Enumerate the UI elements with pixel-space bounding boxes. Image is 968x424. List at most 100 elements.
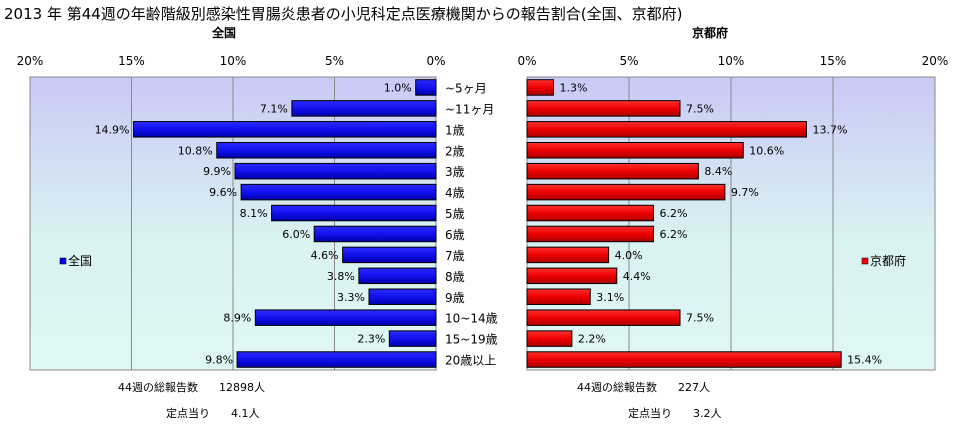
data-label-kyoto: 1.3% xyxy=(560,81,588,94)
data-label-national: 2.3% xyxy=(357,333,385,346)
bar-kyoto xyxy=(526,142,744,159)
category-label: 10~14歳 xyxy=(445,312,498,326)
bar-kyoto xyxy=(526,267,618,285)
category-label: 2歳 xyxy=(445,144,465,158)
footer-national-per-label: 定点当り xyxy=(166,407,210,420)
footer-kyoto-per: 定点当り 3.2人 xyxy=(628,405,722,421)
footer-kyoto-per-label: 定点当り xyxy=(628,407,672,420)
data-label-national: 3.3% xyxy=(337,291,365,304)
bar-kyoto xyxy=(526,79,555,96)
bar-kyoto xyxy=(526,204,654,222)
tick-label-national: 15% xyxy=(118,54,145,68)
category-label: 3歳 xyxy=(445,165,465,179)
tick-label-kyoto: 5% xyxy=(619,54,638,68)
chart-title: 2013 年 第44週の年齢階級別感染性胃腸炎患者の小児科定点医療機関からの報告… xyxy=(4,5,683,23)
data-label-kyoto: 4.4% xyxy=(623,270,651,283)
category-label: 1歳 xyxy=(445,123,465,137)
tick-label-national: 10% xyxy=(220,54,247,68)
data-label-national: 9.9% xyxy=(203,165,231,178)
tick-label-national: 0% xyxy=(426,54,445,68)
bar-national xyxy=(271,204,437,222)
bar-kyoto xyxy=(526,162,699,180)
bar-kyoto xyxy=(526,183,726,201)
category-label: ~11ヶ月 xyxy=(445,102,494,116)
bar-national xyxy=(313,225,437,243)
category-label: 9歳 xyxy=(445,291,465,305)
bar-kyoto xyxy=(526,351,842,368)
data-label-kyoto: 6.2% xyxy=(659,228,687,241)
bar-kyoto xyxy=(526,225,654,243)
tick-label-kyoto: 15% xyxy=(820,54,847,68)
legend-swatch-kyoto xyxy=(861,257,869,265)
bar-national xyxy=(388,330,437,347)
legend-label-national: 全国 xyxy=(68,253,92,268)
data-label-kyoto: 6.2% xyxy=(659,207,687,220)
bar-national xyxy=(291,100,437,117)
category-label: 20歳以上 xyxy=(445,354,496,368)
data-label-national: 7.1% xyxy=(260,102,288,115)
subtitle-national: 全国 xyxy=(212,26,237,40)
bar-national xyxy=(133,121,437,138)
category-label: 6歳 xyxy=(445,228,465,242)
data-label-kyoto: 9.7% xyxy=(731,186,759,199)
bar-national xyxy=(216,142,437,159)
data-label-national: 9.8% xyxy=(205,354,233,367)
bar-kyoto xyxy=(526,309,681,326)
data-label-kyoto: 4.0% xyxy=(615,249,643,262)
tick-label-kyoto: 0% xyxy=(517,54,536,68)
data-label-kyoto: 8.4% xyxy=(704,165,732,178)
data-label-kyoto: 13.7% xyxy=(812,123,847,136)
bar-kyoto xyxy=(526,330,573,347)
legend-swatch-national xyxy=(59,257,67,265)
subtitle-kyoto: 京都府 xyxy=(692,26,729,40)
bar-national xyxy=(368,288,437,305)
footer-kyoto-per-value: 3.2人 xyxy=(693,407,722,420)
data-label-national: 9.6% xyxy=(209,186,237,199)
bar-national xyxy=(254,309,437,326)
category-label: 4歳 xyxy=(445,186,465,200)
data-label-national: 10.8% xyxy=(178,144,213,157)
legend-label-kyoto: 京都府 xyxy=(870,253,906,268)
footer-national-total-label: 44週の総報告数 xyxy=(118,381,198,394)
data-label-national: 8.1% xyxy=(240,207,268,220)
footer-national-per: 定点当り 4.1人 xyxy=(166,405,260,421)
data-label-kyoto: 15.4% xyxy=(847,354,882,367)
tick-label-national: 5% xyxy=(325,54,344,68)
category-label: 7歳 xyxy=(445,249,465,263)
bar-national xyxy=(240,183,437,201)
data-label-kyoto: 10.6% xyxy=(749,144,784,157)
data-label-national: 6.0% xyxy=(282,228,310,241)
data-label-kyoto: 7.5% xyxy=(686,102,714,115)
tick-label-kyoto: 10% xyxy=(718,54,745,68)
data-label-national: 14.9% xyxy=(95,123,130,136)
footer-kyoto-total-label: 44週の総報告数 xyxy=(577,381,657,394)
footer-national-total: 44週の総報告数 12898人 xyxy=(118,379,265,395)
footer-national-total-value: 12898人 xyxy=(219,381,265,394)
tick-label-national: 20% xyxy=(17,54,44,68)
data-label-national: 4.6% xyxy=(311,249,339,262)
bar-national xyxy=(342,246,437,264)
bar-national xyxy=(415,79,437,96)
bar-kyoto xyxy=(526,288,591,305)
footer-kyoto-total-value: 227人 xyxy=(678,381,710,394)
bar-kyoto xyxy=(526,121,807,138)
bar-national xyxy=(234,162,437,180)
footer-national-per-value: 4.1人 xyxy=(231,407,260,420)
footer-kyoto-total: 44週の総報告数 227人 xyxy=(577,379,710,395)
data-label-national: 3.8% xyxy=(327,270,355,283)
category-label: 8歳 xyxy=(445,270,465,284)
data-label-kyoto: 7.5% xyxy=(686,312,714,325)
bar-kyoto xyxy=(526,100,681,117)
data-label-kyoto: 3.1% xyxy=(596,291,624,304)
data-label-kyoto: 2.2% xyxy=(578,333,606,346)
bar-national xyxy=(358,267,437,285)
category-label: ~5ヶ月 xyxy=(445,81,487,95)
bar-kyoto xyxy=(526,246,610,264)
data-label-national: 8.9% xyxy=(223,312,251,325)
category-label: 5歳 xyxy=(445,207,465,221)
data-label-national: 1.0% xyxy=(384,81,412,94)
tick-label-kyoto: 20% xyxy=(922,54,949,68)
category-label: 15~19歳 xyxy=(445,333,498,347)
